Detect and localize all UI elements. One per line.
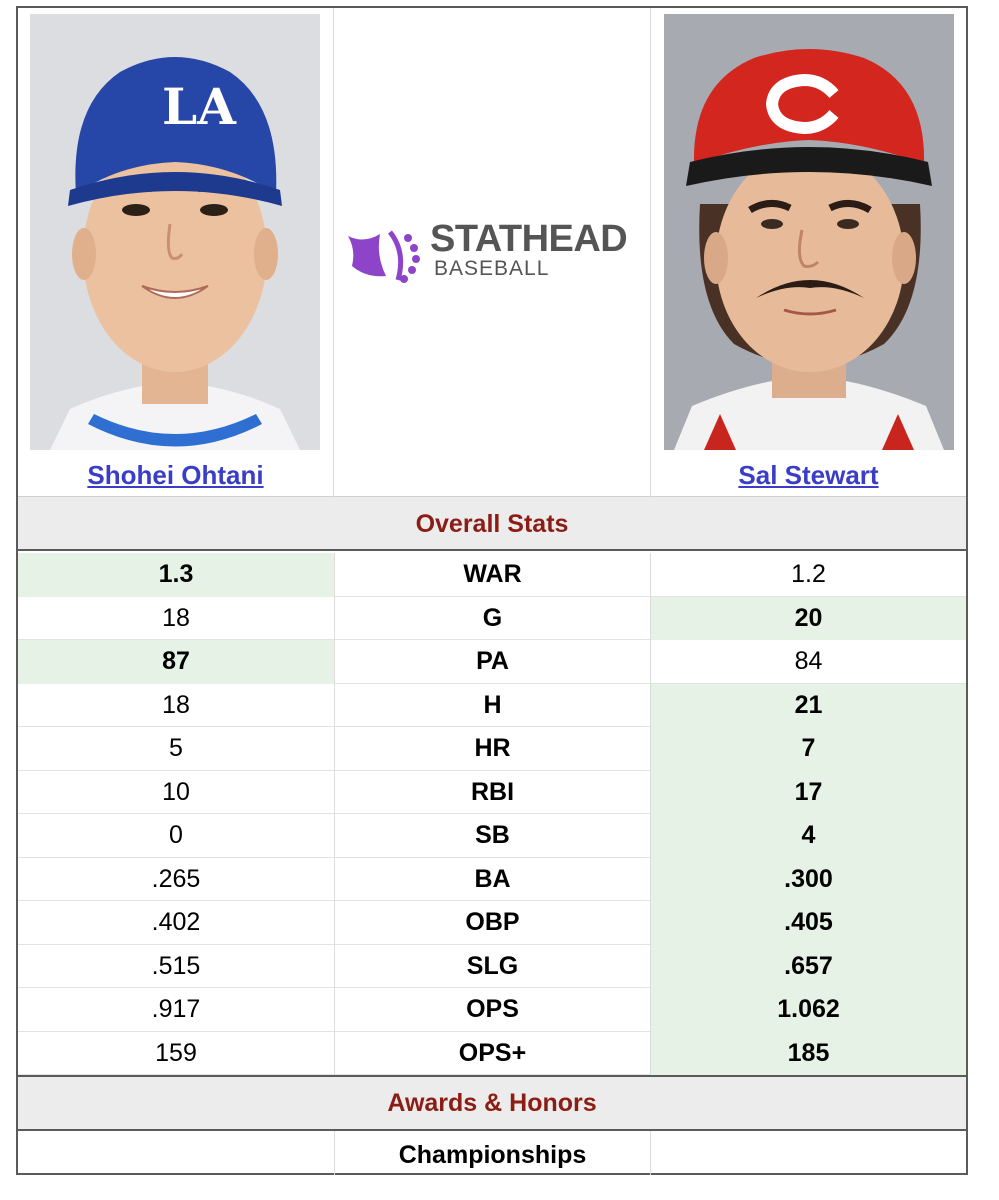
- overall-stats-heading: Overall Stats: [18, 497, 966, 551]
- stat-label: SLG: [334, 944, 651, 988]
- stat-left-value: 18: [162, 603, 190, 632]
- stat-left-value: 87: [18, 640, 334, 684]
- svg-text:LA: LA: [162, 77, 237, 136]
- player-name-link-right[interactable]: Sal Stewart: [738, 460, 879, 490]
- comparison-table: LA Shohei Ohtani STATHEAD BASEBALL: [16, 6, 968, 1175]
- stat-label: H: [334, 683, 651, 727]
- stat-label: OPS: [334, 988, 651, 1032]
- stat-left-value: .515: [151, 951, 201, 980]
- logo-wordmark-top: STATHEAD: [430, 218, 628, 260]
- stat-left-value: .265: [151, 864, 201, 893]
- stat-label: RBI: [334, 770, 651, 814]
- stat-left-value: .402: [151, 908, 201, 936]
- table-row: 159 OPS+ 185: [18, 1031, 966, 1075]
- stat-right-value: 185: [651, 1031, 966, 1075]
- table-row: .515 SLG .657: [18, 944, 966, 988]
- stat-right-value: .405: [651, 901, 966, 945]
- table-row: 10 RBI 17: [18, 770, 966, 814]
- player-column-left: LA Shohei Ohtani: [18, 8, 334, 497]
- player-photo-left: LA: [30, 14, 320, 450]
- stat-right-value: 4: [651, 814, 966, 858]
- table-row: 18 H 21: [18, 683, 966, 727]
- player-column-right: Sal Stewart: [651, 8, 966, 497]
- player-photo-right: [664, 14, 954, 450]
- logo-column: STATHEAD BASEBALL: [334, 8, 651, 497]
- table-row: 0 SB 4: [18, 814, 966, 858]
- stat-label: G: [334, 596, 651, 640]
- stat-right-value: .657: [651, 944, 966, 988]
- logo-wordmark-bottom: BASEBALL: [434, 257, 550, 280]
- table-row: 18 G 20: [18, 596, 966, 640]
- stat-left-value: .917: [151, 995, 201, 1023]
- table-row: 1.3 WAR 1.2: [18, 553, 966, 597]
- table-row: .917 OPS 1.062: [18, 988, 966, 1032]
- stat-label: WAR: [334, 553, 651, 597]
- stat-left-value: 5: [169, 734, 183, 762]
- table-row: Championships: [18, 1131, 966, 1175]
- stat-right-value: 20: [651, 596, 966, 640]
- table-row: 87 PA 84: [18, 640, 966, 684]
- stat-left-value: 1.3: [18, 553, 334, 597]
- stat-left-value: 18: [162, 690, 190, 719]
- stat-right-value: 1.2: [791, 560, 826, 588]
- table-row: .402 OBP .405: [18, 901, 966, 945]
- table-row: .265 BA .300: [18, 857, 966, 901]
- awards-heading: Awards & Honors: [18, 1075, 966, 1131]
- stat-left-value: 10: [162, 777, 190, 806]
- stathead-baseball-logo[interactable]: STATHEAD BASEBALL: [346, 220, 641, 286]
- stat-right-value: 21: [651, 683, 966, 727]
- stat-right-value: 17: [651, 770, 966, 814]
- championships-right-value: [651, 1131, 966, 1175]
- championships-left-value: [18, 1131, 334, 1175]
- stat-right-value: 7: [651, 727, 966, 771]
- stat-right-value: 84: [794, 647, 823, 675]
- stat-right-value: .300: [651, 857, 966, 901]
- stat-left-value: 159: [155, 1038, 197, 1067]
- stat-label: HR: [334, 727, 651, 771]
- stat-label: OPS+: [334, 1031, 651, 1075]
- stat-label: SB: [334, 814, 651, 858]
- stathead-emblem-icon: [348, 230, 420, 283]
- stats-table: 1.3 WAR 1.2 18 G 20 87 PA 84 18 H 21 5 HR 7 10 RBI 1…: [18, 553, 966, 1075]
- stat-right-value: 1.062: [651, 988, 966, 1032]
- player-header-row: LA Shohei Ohtani STATHEAD BASEBALL: [18, 8, 966, 497]
- stat-label: BA: [334, 857, 651, 901]
- stat-label: PA: [334, 640, 651, 684]
- player-name-link-left[interactable]: Shohei Ohtani: [87, 460, 264, 490]
- stat-left-value: 0: [169, 821, 183, 849]
- stat-label: OBP: [334, 901, 651, 945]
- championships-label: Championships: [334, 1131, 651, 1175]
- table-row: 5 HR 7: [18, 727, 966, 771]
